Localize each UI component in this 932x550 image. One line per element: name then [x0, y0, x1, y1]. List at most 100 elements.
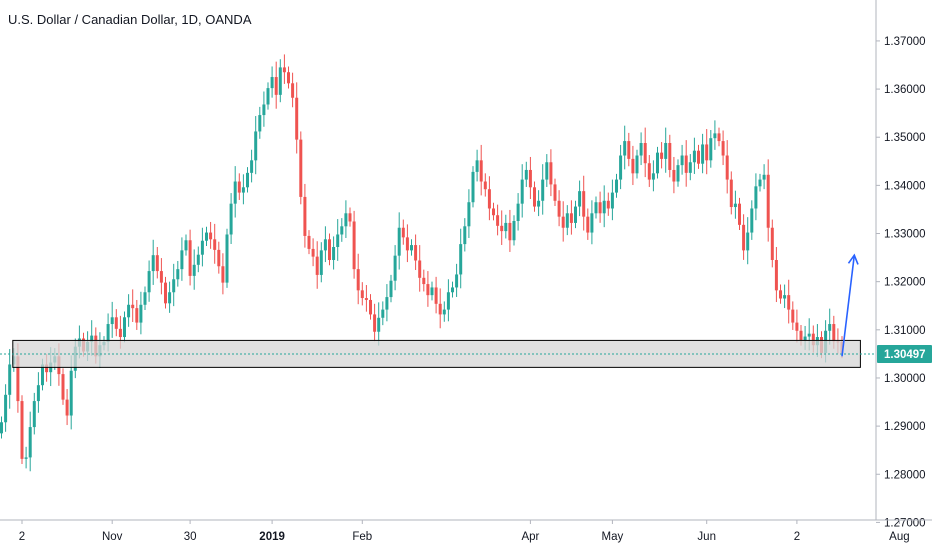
candle	[512, 215, 516, 246]
candle-body-up	[545, 162, 549, 180]
candle-body-down	[487, 189, 491, 209]
candle	[692, 137, 696, 174]
candle	[733, 190, 737, 219]
candle-body-up	[69, 370, 73, 416]
candle-body-up	[610, 192, 614, 209]
candle	[426, 271, 430, 307]
candle-body-down	[135, 308, 139, 323]
candle-body-up	[828, 324, 832, 331]
candle-body-up	[516, 203, 520, 221]
candle	[639, 132, 643, 166]
candle-body-up	[754, 186, 758, 209]
candle	[401, 219, 405, 245]
candle	[787, 279, 791, 324]
candle-body-down	[483, 181, 487, 190]
candle	[307, 230, 311, 255]
candle-body-down	[774, 260, 778, 291]
candle-body-down	[508, 222, 512, 241]
candle	[352, 210, 356, 279]
price-tick-label: 1.31000	[884, 325, 926, 337]
candle	[323, 226, 327, 263]
candle	[438, 288, 442, 329]
candle-body-up	[578, 191, 582, 207]
candle	[516, 193, 520, 231]
candle-body-up	[377, 317, 381, 332]
candle	[410, 239, 413, 256]
candle	[528, 156, 532, 199]
candle-body-up	[635, 155, 639, 174]
candle	[623, 125, 627, 170]
candle-body-up	[278, 67, 282, 95]
candle-body-up	[676, 165, 680, 182]
candle-body-up	[246, 172, 249, 188]
candle	[369, 294, 372, 320]
candle-body-up	[803, 336, 807, 341]
candle-body-down	[631, 158, 635, 174]
candle	[405, 224, 409, 263]
current-price-badge-bg	[877, 345, 932, 364]
candle-body-down	[213, 239, 217, 250]
candle-body-down	[295, 97, 299, 140]
candle	[668, 134, 672, 178]
time-tick-label: Jun	[697, 531, 716, 543]
candle	[266, 82, 270, 110]
candle-body-up	[254, 131, 258, 161]
candle-body-down	[307, 235, 311, 249]
candle-body-up	[762, 174, 766, 180]
candle	[172, 263, 176, 307]
candle-body-down	[291, 83, 295, 98]
candle-body-up	[233, 181, 237, 204]
candle	[688, 154, 692, 181]
candle	[680, 144, 684, 175]
candle	[520, 164, 524, 218]
candle	[774, 247, 778, 303]
candle	[8, 349, 12, 409]
time-tick-label: 2	[794, 531, 800, 543]
candle	[569, 200, 573, 235]
candle-body-up	[123, 317, 126, 338]
candle-body-up	[319, 250, 323, 275]
candle	[332, 236, 336, 270]
candle-body-up	[241, 187, 245, 193]
candle-body-up	[151, 255, 155, 272]
candle	[615, 173, 618, 198]
candle-body-up	[541, 179, 545, 201]
candle-body-down	[479, 160, 483, 182]
candle	[414, 234, 418, 271]
candle	[205, 226, 208, 246]
candle-body-up	[442, 309, 446, 315]
candle	[364, 285, 368, 312]
candle	[442, 301, 446, 322]
candle	[139, 291, 143, 335]
time-axis[interactable]: 2 Nov 30 2019 Feb Apr May Jun 2 Aug	[19, 520, 910, 543]
candle	[500, 210, 504, 245]
candle	[299, 131, 303, 205]
candle-body-up	[344, 213, 348, 227]
candle-body-down	[274, 77, 278, 95]
candle-body-down	[352, 221, 356, 270]
candle-body-up	[471, 171, 475, 203]
candle-body-up	[574, 206, 577, 223]
candle-body-down	[315, 256, 319, 275]
candle-body-down	[369, 299, 372, 315]
candle	[4, 384, 8, 432]
price-tick-label: 1.33000	[884, 229, 926, 241]
candle	[192, 249, 196, 290]
candle	[627, 132, 631, 167]
candle	[557, 190, 561, 227]
candle-body-up	[594, 202, 598, 214]
candle	[200, 227, 204, 267]
candle-body-down	[311, 248, 315, 257]
price-tick-label: 1.28000	[884, 469, 926, 481]
candle	[168, 281, 172, 313]
candle-body-down	[360, 290, 364, 299]
candle-body-down	[668, 143, 672, 170]
candle-body-up	[524, 169, 528, 180]
price-tick-label: 1.34000	[884, 180, 926, 192]
price-tick-label: 1.35000	[884, 132, 926, 144]
candle	[578, 180, 582, 217]
candle-body-down	[787, 295, 791, 310]
projection-arrow-shaft[interactable]	[841, 255, 856, 357]
candle-body-down	[221, 266, 225, 283]
